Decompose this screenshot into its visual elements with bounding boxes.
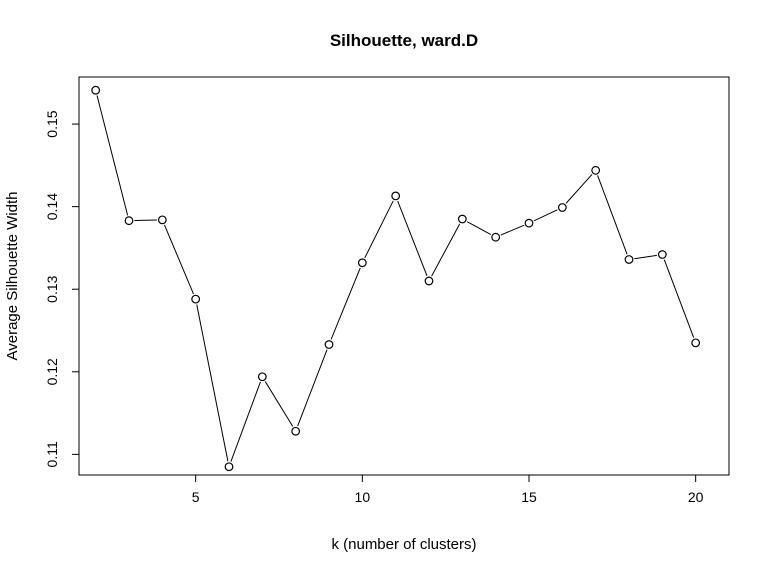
series-segment	[364, 200, 394, 259]
data-point	[124, 216, 134, 226]
x-tick-label: 10	[355, 489, 371, 505]
series-segment	[330, 267, 361, 340]
data-points	[91, 85, 701, 472]
series-segment	[297, 349, 328, 427]
series-segment	[431, 223, 461, 277]
y-tick-label: 0.12	[44, 358, 60, 385]
series-segment	[196, 304, 229, 462]
y-axis-label: Average Silhouette Width	[4, 192, 21, 361]
data-point	[624, 255, 634, 264]
data-point	[191, 294, 201, 304]
series-segment	[597, 175, 628, 255]
x-axis: 5 10 15 20	[192, 475, 704, 505]
data-point	[424, 276, 434, 286]
series-segment	[565, 174, 593, 204]
data-point	[324, 340, 334, 349]
data-point	[591, 165, 601, 175]
x-tick-label: 15	[521, 489, 537, 505]
series-segment	[264, 381, 294, 427]
data-point	[357, 258, 367, 268]
series-segment	[164, 224, 194, 295]
series-segment	[230, 381, 261, 462]
data-point	[257, 372, 267, 382]
data-point	[491, 232, 501, 242]
x-tick-label: 20	[688, 489, 704, 505]
y-tick-label: 0.15	[44, 110, 60, 137]
data-point	[691, 338, 701, 348]
y-axis: 0.11 0.12 0.13 0.14 0.15	[44, 110, 79, 467]
series-segment	[96, 95, 129, 216]
series-line	[96, 95, 695, 462]
y-tick-label: 0.11	[44, 441, 60, 467]
data-point	[557, 203, 567, 212]
data-point	[224, 462, 234, 472]
series-segment	[500, 224, 525, 236]
series-segment	[466, 221, 492, 235]
data-point	[657, 250, 667, 259]
y-tick-label: 0.14	[44, 193, 60, 220]
y-tick-label: 0.13	[44, 275, 60, 302]
plot-frame	[78, 76, 730, 476]
series-segment	[134, 219, 157, 222]
chart-title: Silhouette, ward.D	[330, 31, 478, 50]
series-segment	[397, 200, 428, 277]
data-point	[457, 214, 467, 224]
data-point	[291, 426, 301, 436]
series-segment	[634, 254, 657, 260]
data-point	[157, 215, 167, 225]
series-segment	[663, 259, 695, 338]
data-point	[91, 85, 101, 95]
x-axis-label: k (number of clusters)	[331, 536, 476, 553]
data-point	[524, 218, 534, 228]
data-point	[391, 191, 401, 201]
series-segment	[533, 209, 558, 222]
x-tick-label: 5	[192, 489, 200, 505]
